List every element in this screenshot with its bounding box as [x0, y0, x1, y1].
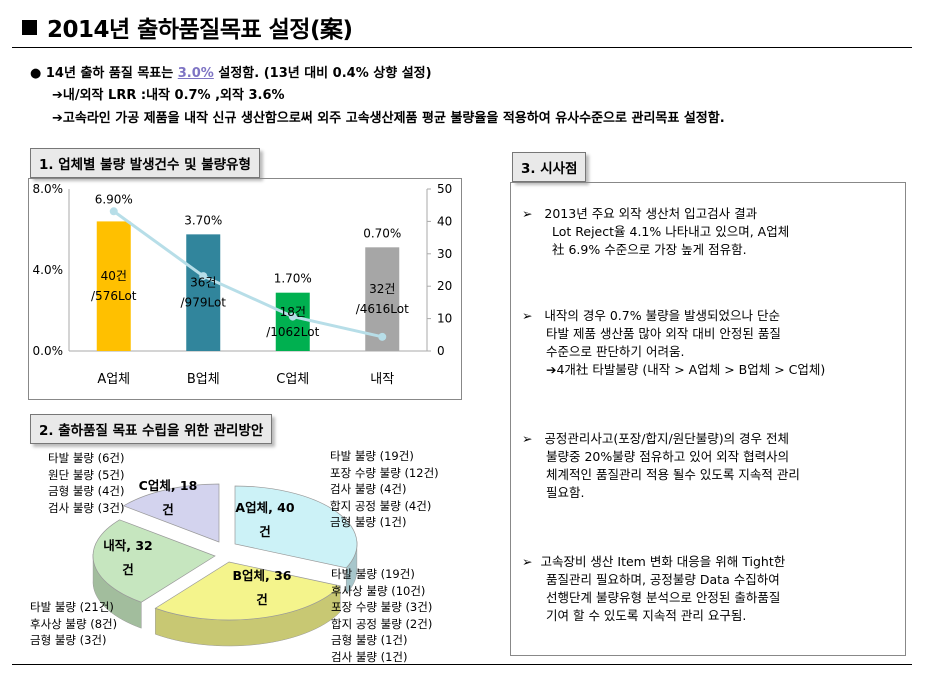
arrow-bullet-icon: ➢ — [522, 206, 533, 221]
category-label: 내작 — [370, 372, 394, 387]
intro-line-3: ➔고속라인 가공 제품을 내작 신규 생산함으로써 외주 고속생산제품 평균 불… — [52, 111, 725, 126]
page-title-text: 2014년 출하품질목표 설정(案) — [47, 17, 353, 43]
arrow-bullet-icon: ➢ — [522, 554, 533, 569]
pie-slice-label: A업체, 40 — [235, 500, 294, 515]
insights-box — [510, 182, 906, 656]
section3-heading: 3. 시사점 — [512, 152, 587, 182]
b-defect-item: 타발 불량 (19건) — [331, 567, 415, 581]
category-label: C업체 — [276, 372, 309, 387]
intro-text: 14년 출하 품질 목표는 — [45, 66, 174, 81]
n-defect-list: 타발 불량 (21건) 후사상 불량 (8건) 금형 불량 (3건) — [30, 599, 117, 649]
c-defect-item: 원단 불량 (5건) — [48, 467, 125, 482]
pie-slice-label-unit: 건 — [122, 562, 134, 577]
bar-lot-label: /4616Lot — [356, 302, 409, 316]
bar — [186, 234, 221, 351]
pie-slice-label: 내작, 32 — [103, 538, 153, 553]
n-defect-item: 타발 불량 (21건) — [30, 600, 114, 614]
pie-slice — [154, 561, 341, 621]
title-divider — [12, 47, 912, 48]
insight-item-3: ➢ 공정관리사고(포장/합지/원단불량)의 경우 전체 불량중 20%불량 점유… — [522, 431, 800, 500]
a-defect-item: 포장 수량 불량 (12건) — [330, 465, 439, 480]
category-label: B업체 — [187, 372, 220, 387]
bar-count-label: 40건 — [101, 269, 127, 283]
rate-label: 6.90% — [95, 192, 133, 206]
right-tick-label: 40 — [437, 214, 452, 228]
a-defect-item: 금형 불량 (1건) — [330, 515, 407, 529]
right-tick-label: 0 — [437, 344, 445, 358]
b-defect-item: 금형 불량 (1건) — [331, 633, 408, 647]
pie-slice — [122, 483, 220, 543]
target-value: 3.0% — [177, 66, 214, 81]
b-defect-item: 합지 공정 불량 (2건) — [331, 616, 433, 631]
right-tick-label: 50 — [437, 182, 452, 196]
bar-lot-label: /979Lot — [181, 296, 227, 310]
insight-item-1: ➢ 2013년 주요 외작 생산처 입고검사 결과 Lot Reject율 4.… — [522, 206, 790, 257]
bullet-icon: ● — [30, 66, 42, 81]
c-defect-item: 검사 불량 (3건) — [48, 500, 125, 515]
a-defect-list: 타발 불량 (19건) 포장 수량 불량 (12건) 검사 불량 (4건) 합지… — [330, 448, 439, 531]
rate-point — [199, 272, 208, 281]
c-defect-list: 타발 불량 (6건) 원단 불량 (5건) 금형 불량 (4건) 검사 불량 (… — [48, 450, 125, 516]
arrow-bullet-icon: ➢ — [522, 308, 533, 323]
right-tick-label: 10 — [437, 312, 452, 326]
a-defect-item: 합지 공정 불량 (4건) — [330, 498, 432, 513]
left-tick-label: 8.0% — [33, 182, 64, 196]
rate-label: 0.70% — [363, 226, 401, 240]
b-defect-item: 검사 불량 (1건) — [331, 649, 408, 664]
b-defect-item: 후사상 불량 (10건) — [331, 583, 426, 598]
section1-heading: 1. 업체별 불량 발생건수 및 불량유형 — [30, 148, 260, 178]
n-defect-item: 금형 불량 (3건) — [30, 633, 107, 647]
intro-line-1: ● 14년 출하 품질 목표는 3.0% 설정함. (13년 대비 0.4% 상… — [30, 62, 432, 81]
rate-point — [288, 312, 297, 321]
title-square-icon — [22, 20, 37, 35]
intro-line-2: ➔내/외작 LRR :내작 0.7% ,외작 3.6% — [52, 88, 285, 103]
b-defect-item: 포장 수량 불량 (3건) — [331, 600, 433, 614]
left-tick-label: 4.0% — [33, 263, 64, 277]
pie-slice-label-unit: 건 — [259, 524, 271, 539]
rate-point — [109, 207, 118, 216]
bar-lot-label: /576Lot — [91, 289, 137, 303]
c-defect-item: 타발 불량 (6건) — [48, 451, 125, 465]
a-defect-item: 검사 불량 (4건) — [330, 482, 407, 496]
a-defect-item: 타발 불량 (19건) — [330, 449, 414, 463]
insight-item-4: ➢ 고속장비 생산 Item 변화 대응을 위해 Tight한 품질관리 필요하… — [522, 554, 786, 623]
c-defect-item: 금형 불량 (4건) — [48, 484, 125, 498]
rate-point — [378, 332, 387, 341]
n-defect-item: 후사상 불량 (8건) — [30, 616, 118, 631]
page-title: 2014년 출하품질목표 설정(案) — [22, 10, 353, 44]
bottom-divider — [12, 664, 912, 665]
bar-count-label: 18건 — [280, 305, 306, 319]
right-tick-label: 30 — [437, 247, 452, 261]
b-defect-list: 타발 불량 (19건) 후사상 불량 (10건) 포장 수량 불량 (3건) 합… — [331, 566, 432, 665]
bar — [96, 221, 131, 351]
bar-count-label: 32건 — [369, 282, 395, 296]
pie-slice-label: B업체, 36 — [232, 568, 291, 583]
pie-slice-label-unit: 건 — [256, 592, 268, 607]
insight-item-2: ➢ 내작의 경우 0.7% 불량을 발생되었으나 단순 타발 제품 생산품 많아… — [522, 308, 826, 377]
bar-lot-label: /1062Lot — [266, 325, 319, 339]
pie-sides — [92, 541, 358, 647]
pie-tops — [92, 483, 358, 621]
arrow-bullet-icon: ➢ — [522, 431, 533, 446]
chart-box: 8.0% 4.0% 0.0% 50 40 30 20 10 0 6.90% 3.70% 1.70% 0.… — [28, 178, 462, 400]
bar — [275, 292, 310, 351]
pie-slice — [234, 485, 358, 569]
category-label: A업체 — [97, 372, 130, 387]
section2-heading: 2. 출하품질 목표 수립을 위한 관리방안 — [30, 414, 273, 444]
pie-slice — [92, 519, 216, 603]
pie-slice-label: C업체, 18 — [139, 478, 198, 493]
right-tick-label: 20 — [437, 279, 452, 293]
intro-text-2: 설정함. (13년 대비 0.4% 상향 설정) — [218, 66, 432, 81]
bar-line-chart: 8.0% 4.0% 0.0% 50 40 30 20 10 0 6.90% 3.70% 1.70% 0.… — [33, 182, 453, 387]
rate-label: 1.70% — [274, 272, 312, 286]
rate-label: 3.70% — [184, 213, 222, 227]
pie-slice-label-unit: 건 — [162, 502, 174, 517]
left-tick-label: 0.0% — [33, 344, 64, 358]
bar-count-label: 36건 — [190, 276, 216, 290]
rate-line — [112, 210, 383, 339]
